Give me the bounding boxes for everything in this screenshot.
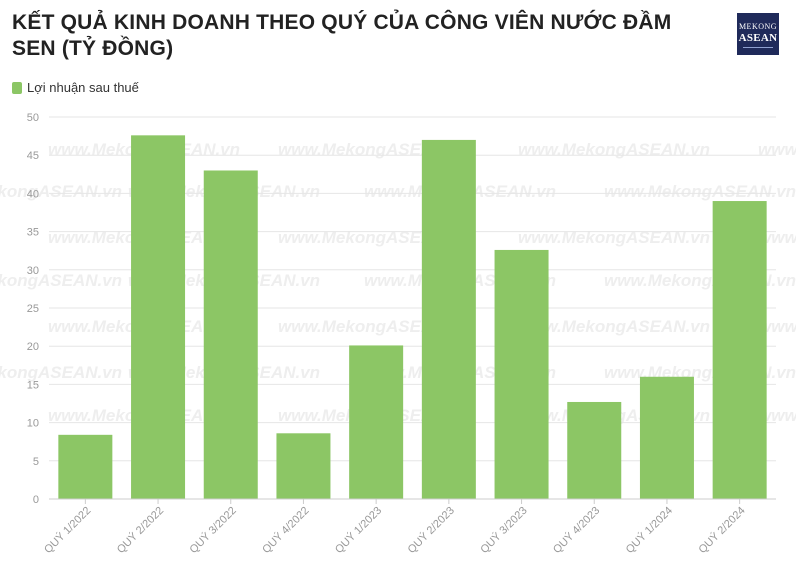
logo-line-2: ASEAN xyxy=(738,32,778,44)
x-tick-label: QUÝ 1/2022 xyxy=(41,504,93,556)
legend-swatch-profit xyxy=(12,81,22,94)
x-tick-label: QUÝ 2/2024 xyxy=(696,504,748,556)
watermark-text: www.MekongASEAN.vn xyxy=(604,182,796,201)
y-tick-label: 10 xyxy=(27,418,39,430)
y-tick-label: 35 xyxy=(27,227,39,239)
watermark-text: www.MekongASEAN.vn xyxy=(604,271,796,290)
watermark-text: www.MekongASEAN.vn xyxy=(518,228,710,247)
bar xyxy=(712,201,767,500)
watermark-text: www.MekongASEAN.vn xyxy=(604,363,796,382)
x-tick-label: QUÝ 3/2023 xyxy=(478,504,530,556)
x-tick-label: QUÝ 2/2022 xyxy=(114,504,166,556)
watermark-text: www.MekongASEAN.vn xyxy=(758,228,796,247)
x-tick-label: QUÝ 4/2023 xyxy=(550,504,602,556)
y-tick-label: 5 xyxy=(33,456,39,468)
logo-line-1: MEKONG xyxy=(738,22,778,31)
x-tick-label: QUÝ 3/2022 xyxy=(187,504,239,556)
chart-legend[interactable]: Lợi nhuận sau thuế xyxy=(12,80,139,95)
bar xyxy=(349,345,404,499)
watermark-text: www.MekongASEAN.vn xyxy=(0,363,122,382)
bar xyxy=(203,170,258,500)
x-tick-label: QUÝ 4/2022 xyxy=(260,504,312,556)
x-tick-label: QUÝ 1/2023 xyxy=(332,504,384,556)
bar xyxy=(276,433,331,499)
watermark-text: www.MekongASEAN.vn xyxy=(758,317,796,336)
watermark-text: www.MekongASEAN.vn xyxy=(758,140,796,159)
y-tick-label: 15 xyxy=(27,379,39,391)
watermark-text: www.MekongASEAN.vn xyxy=(0,182,122,201)
y-tick-label: 50 xyxy=(27,112,39,124)
y-tick-label: 0 xyxy=(33,494,39,506)
brand-logo: MEKONG ASEAN xyxy=(737,13,779,55)
y-tick-label: 30 xyxy=(27,265,39,277)
bar xyxy=(58,434,113,499)
watermark-text: www.MekongASEAN.vn xyxy=(518,140,710,159)
x-tick-label: QUÝ 2/2023 xyxy=(405,504,457,556)
watermark-text: www.MekongASEAN.vn xyxy=(518,317,710,336)
watermark-text: www.MekongASEAN.vn xyxy=(758,406,796,425)
bar xyxy=(421,139,476,500)
watermark-text: www.MekongASEAN.vn xyxy=(0,271,122,290)
y-tick-label: 45 xyxy=(27,150,39,162)
chart-title: KẾT QUẢ KINH DOANH THEO QUÝ CỦA CÔNG VIÊ… xyxy=(12,11,672,60)
bar xyxy=(567,401,622,499)
logo-rule xyxy=(743,47,773,50)
legend-label-profit: Lợi nhuận sau thuế xyxy=(27,80,139,95)
x-tick-label: QUÝ 1/2024 xyxy=(623,504,675,556)
bar xyxy=(494,249,549,499)
y-tick-label: 25 xyxy=(27,303,39,315)
bar xyxy=(131,135,186,499)
bar xyxy=(639,376,694,499)
y-tick-label: 40 xyxy=(27,188,39,200)
y-tick-label: 20 xyxy=(27,341,39,353)
